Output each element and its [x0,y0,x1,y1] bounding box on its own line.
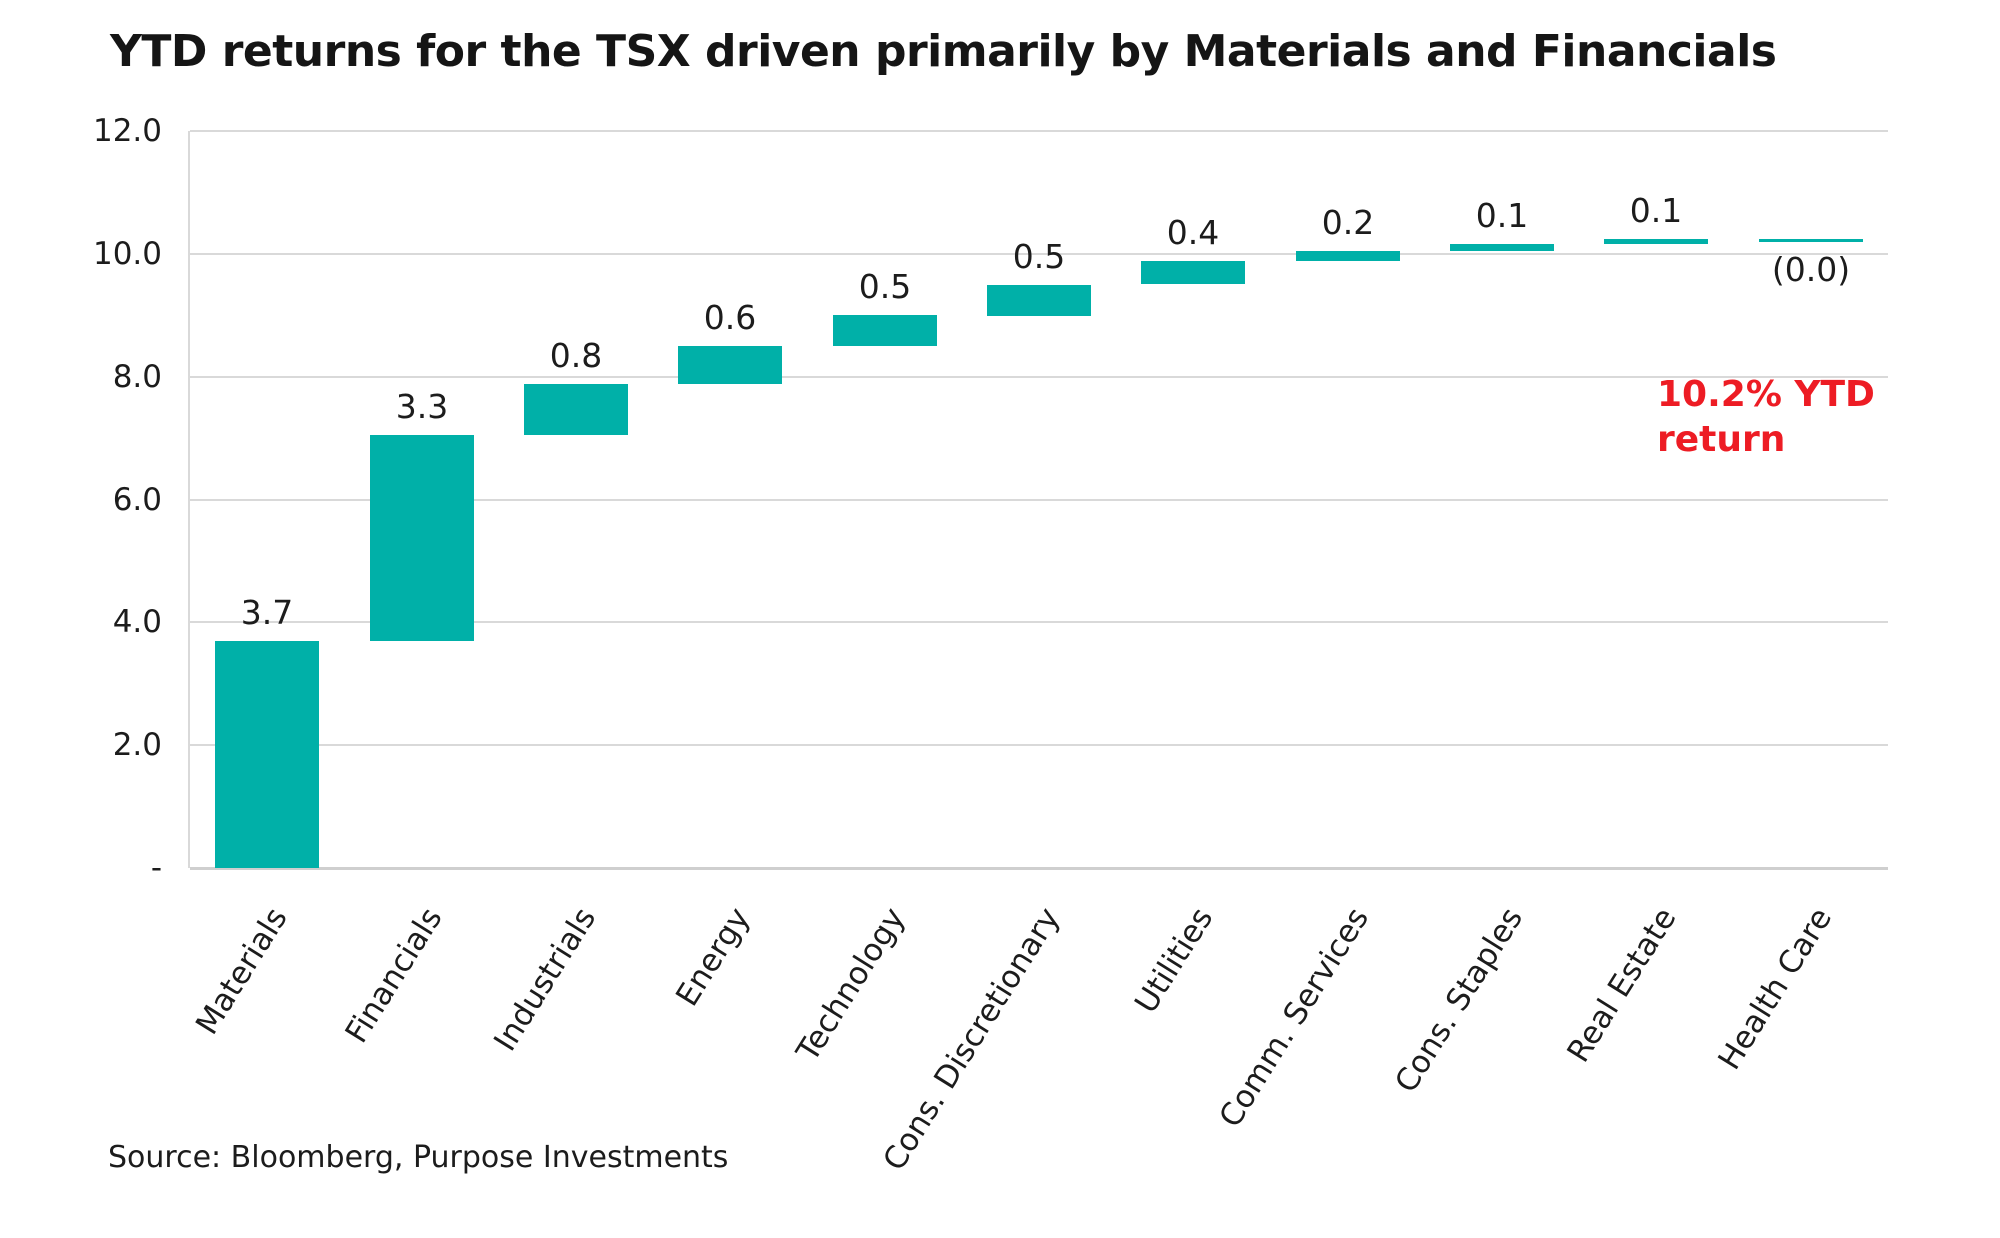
source-note: Source: Bloomberg, Purpose Investments [108,1140,729,1175]
bar-value-label: 0.6 [703,298,757,337]
bar-comm-services [1296,251,1400,261]
x-axis-label-financials: Financials [338,901,450,1050]
x-axis-label-real-estate: Real Estate [1560,901,1684,1069]
gridline-y-6.0 [190,499,1888,501]
bar-financials [370,435,474,641]
bar-value-label: 0.5 [1012,237,1066,276]
bar-energy [678,346,782,384]
bar-value-label: 0.1 [1475,196,1529,235]
y-tick-label: 2.0 [112,727,162,763]
bar-value-label: 0.8 [549,336,603,375]
bar-cons-discretionary [987,285,1091,316]
bar-utilities [1141,261,1245,284]
bar-cons-staples [1450,244,1554,251]
annotation-line-1: 10.2% YTD [1657,374,1875,415]
gridline-y-2.0 [190,744,1888,746]
x-axis-label-industrials: Industrials [487,901,604,1058]
bar-value-label: 0.1 [1629,191,1683,230]
gridline-y-- [190,867,1888,870]
x-axis-label-technology: Technology [790,901,913,1068]
bar-value-label: 3.3 [395,387,449,426]
y-tick-label: 10.0 [92,236,162,272]
y-tick-label: - [150,850,162,886]
x-axis-label-health-care: Health Care [1710,901,1839,1077]
bar-value-label: 0.4 [1166,213,1220,252]
y-tick-label: 6.0 [112,482,162,518]
bar-health-care [1759,239,1863,242]
gridline-y-10.0 [190,253,1888,255]
x-axis-label-energy: Energy [669,901,758,1013]
bar-value-label: 3.7 [240,593,294,632]
annotation-line-2: return [1657,419,1786,460]
bar-technology [833,315,937,346]
x-axis-label-materials: Materials [188,901,295,1042]
x-axis-label-cons-staples: Cons. Staples [1387,901,1530,1100]
gridline-y-12.0 [190,130,1888,132]
plot-area: 3.7 3.3 0.8 0.6 0.5 0.5 0.4 0.2 0.1 0.1 (0.0) [188,130,1888,870]
bar-value-label: 0.5 [858,267,912,306]
y-tick-label: 8.0 [112,359,162,395]
x-axis-label-cons-discretionary: Cons. Discretionary [875,901,1067,1178]
x-axis-label-comm-services: Comm. Services [1211,901,1376,1134]
y-tick-label: 4.0 [112,604,162,640]
bar-materials [215,641,319,868]
gridline-y-4.0 [190,621,1888,623]
bar-industrials [524,384,628,435]
gridline-y-8.0 [190,376,1888,378]
x-axis-label-utilities: Utilities [1128,901,1221,1020]
y-axis: 12.0 10.0 8.0 6.0 4.0 2.0 - [0,113,162,886]
bar-value-label: (0.0) [1771,250,1851,289]
bar-value-label: 0.2 [1321,203,1375,242]
ytd-return-annotation: 10.2% YTD return [1657,372,1875,462]
bar-real-estate [1604,239,1708,244]
page-title: YTD returns for the TSX driven primarily… [110,26,1777,77]
y-tick-label: 12.0 [92,113,162,149]
